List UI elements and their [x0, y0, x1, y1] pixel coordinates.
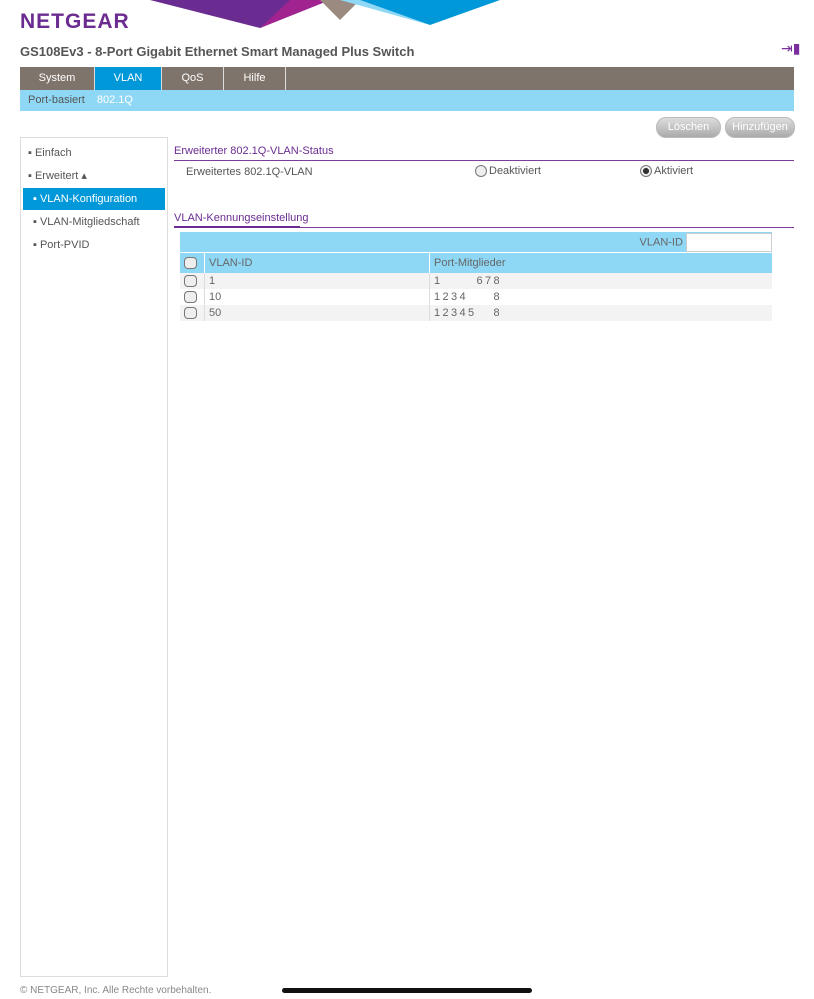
vlan-id-cell: 1: [204, 273, 430, 289]
row-checkbox[interactable]: [184, 275, 197, 288]
col-port-members: Port-Mitglieder: [429, 252, 772, 273]
port-member: 4: [459, 307, 466, 319]
add-button[interactable]: Hinzufügen: [725, 117, 795, 138]
sidebar-item-vlan-mitgliedschaft[interactable]: ▪ VLAN-Mitgliedschaft: [33, 216, 140, 228]
tab-system[interactable]: System: [20, 67, 95, 90]
subtab-port-based[interactable]: Port-basiert: [28, 94, 85, 106]
footer-copyright: © NETGEAR, Inc. Alle Rechte vorbehalten.: [20, 985, 212, 996]
main-nav: System VLAN QoS Hilfe: [20, 67, 794, 90]
port-member: 2: [442, 307, 449, 319]
tab-vlan[interactable]: VLAN: [95, 67, 162, 90]
row-checkbox[interactable]: [184, 291, 197, 304]
port-member: 2: [442, 291, 449, 303]
port-member: 5: [468, 307, 475, 319]
vlan-id-cell: 50: [204, 305, 430, 321]
vlan-id-input[interactable]: [686, 232, 772, 252]
sidebar: ▪ Einfach ▪ Erweitert ▴ ▪ VLAN-Konfigura…: [20, 137, 168, 977]
port-member: 3: [451, 307, 458, 319]
port-member: 1: [434, 307, 441, 319]
heading-underline: [174, 226, 300, 228]
tab-qos[interactable]: QoS: [162, 67, 224, 90]
vlan-id-cell: 10: [204, 289, 430, 305]
divider: [174, 227, 794, 228]
netgear-logo: NETGEAR: [20, 10, 130, 33]
header-banner-graphic: [150, 0, 500, 28]
row-checkbox[interactable]: [184, 307, 197, 320]
col-vlan-id: VLAN-ID: [204, 252, 430, 273]
sidebar-item-erweitert[interactable]: ▪ Erweitert ▴: [28, 170, 87, 182]
port-member: 6: [476, 275, 483, 287]
status-heading: Erweiterter 802.1Q-VLAN-Status: [174, 145, 334, 157]
port-member: 8: [493, 291, 500, 303]
logout-icon[interactable]: ⇥▮: [781, 40, 801, 56]
subtab-8021q[interactable]: 802.1Q: [96, 94, 133, 106]
port-member: 1: [434, 275, 441, 287]
table-row[interactable]: 50 1 2 3 4 5 8: [180, 305, 772, 321]
home-indicator: [282, 988, 532, 993]
sidebar-item-port-pvid[interactable]: ▪ Port-PVID: [33, 239, 90, 251]
port-member: 3: [451, 291, 458, 303]
port-member: 8: [493, 275, 500, 287]
radio-disabled[interactable]: Deaktiviert: [475, 165, 541, 178]
select-all-checkbox[interactable]: [184, 257, 197, 270]
port-member: 4: [459, 291, 466, 303]
vlan-heading: VLAN-Kennungseinstellung: [174, 212, 309, 224]
radio-enabled[interactable]: Aktiviert: [640, 165, 693, 178]
status-label: Erweitertes 802.1Q-VLAN: [186, 166, 313, 178]
tab-hilfe[interactable]: Hilfe: [224, 67, 286, 90]
page-title: GS108Ev3 - 8-Port Gigabit Ethernet Smart…: [20, 44, 415, 59]
port-member: 8: [493, 307, 500, 319]
sidebar-item-einfach[interactable]: ▪ Einfach: [28, 147, 72, 159]
delete-button[interactable]: Löschen: [656, 117, 721, 138]
vlan-table: VLAN-ID VLAN-ID Port-Mitglieder 1 1 6 7 8 10 1…: [180, 232, 772, 321]
port-member: 1: [434, 291, 441, 303]
sidebar-item-vlan-konfiguration[interactable]: ▪ VLAN-Konfiguration: [23, 188, 165, 210]
divider: [174, 160, 794, 161]
sub-nav: Port-basiert 802.1Q: [20, 90, 794, 111]
vlan-id-label: VLAN-ID: [639, 235, 683, 248]
table-row[interactable]: 10 1 2 3 4 8: [180, 289, 772, 305]
port-member: 7: [485, 275, 492, 287]
